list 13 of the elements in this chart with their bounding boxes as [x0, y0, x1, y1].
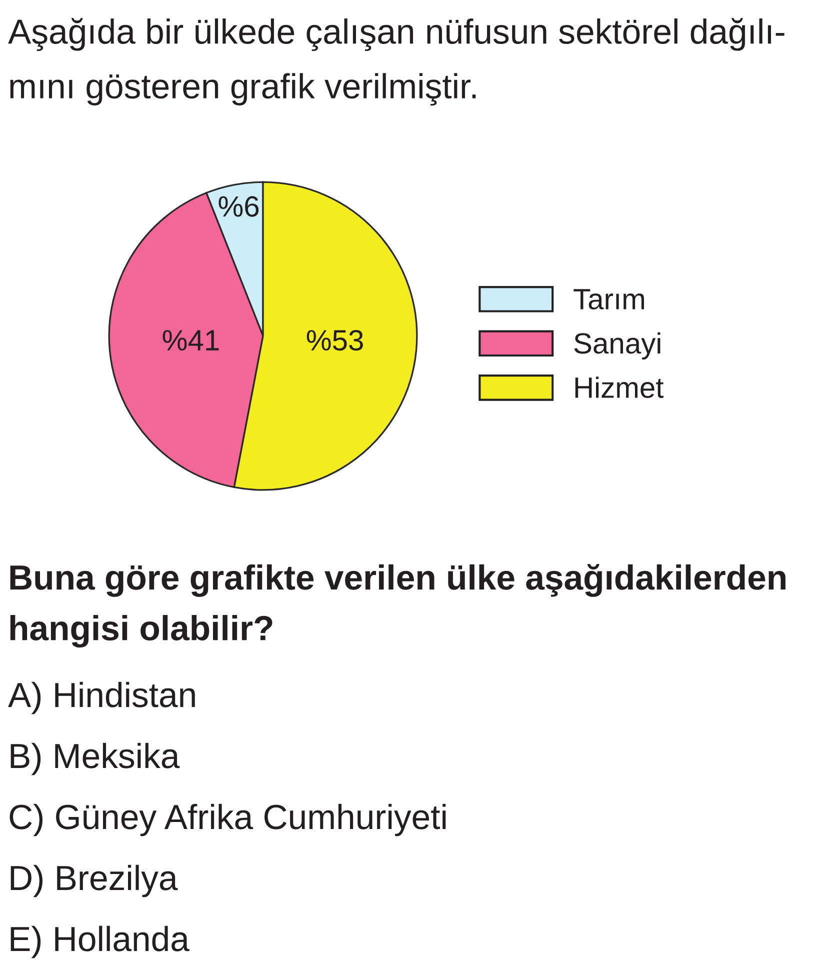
text: B) Meksika	[10, 742, 180, 776]
text: E) Hollanda	[10, 926, 190, 958]
data-label: %6	[218, 196, 259, 217]
data-label: %53	[306, 330, 363, 351]
text: D) Brezilya	[10, 864, 178, 898]
legend-label: Hizmet	[575, 376, 664, 398]
text: A) Hindistan	[8, 682, 195, 714]
legend-label: Sanayi	[574, 332, 660, 360]
legend-label: Tarım	[574, 289, 644, 310]
text: C) Güney Afrika Cumhuriyeti	[10, 804, 446, 836]
chart-title: Aşağıda bir ülkede çalışan nüfusun sektörel dağılı- mını gösteren grafik verilmiştir.	[8, 18, 784, 106]
text: Buna göre grafikte verilen ülke aşağıdakilerden hangisi olabilir?	[10, 564, 786, 648]
data-label: %41	[162, 330, 219, 351]
